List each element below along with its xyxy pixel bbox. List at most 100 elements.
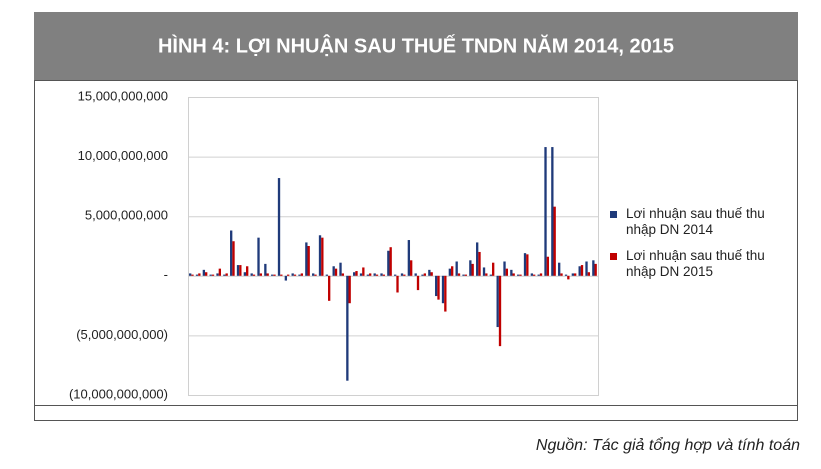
- bar: [218, 268, 222, 276]
- bar: [291, 273, 294, 276]
- bar: [250, 273, 253, 276]
- bar: [551, 147, 554, 276]
- y-tick-label: 10,000,000,000: [78, 148, 168, 163]
- bar: [348, 275, 351, 304]
- bar: [189, 273, 192, 276]
- bar: [546, 256, 550, 276]
- bar: [482, 267, 486, 276]
- bar: [485, 273, 488, 276]
- bar: [293, 274, 297, 276]
- bar: [403, 274, 406, 276]
- bar: [476, 242, 479, 276]
- bar: [277, 178, 281, 276]
- bar: [421, 274, 424, 276]
- bar: [375, 274, 379, 276]
- bar: [346, 275, 349, 381]
- y-tick-label: (5,000,000,000): [76, 327, 168, 342]
- bar: [492, 262, 495, 276]
- y-tick-label: (10,000,000,000): [69, 386, 168, 401]
- bar: [266, 273, 269, 276]
- bar: [243, 272, 247, 276]
- legend-swatch: [610, 253, 617, 260]
- bar: [252, 274, 256, 276]
- bar: [318, 235, 322, 276]
- bar: [205, 272, 208, 276]
- bar: [287, 274, 290, 276]
- bar: [198, 273, 201, 276]
- bar: [353, 272, 356, 276]
- bar: [257, 237, 260, 276]
- bar: [396, 275, 399, 293]
- bar: [462, 274, 465, 276]
- y-tick-label: -: [164, 267, 168, 282]
- bar: [230, 230, 233, 276]
- bar: [280, 274, 283, 276]
- bar: [407, 240, 411, 276]
- bar: [332, 266, 335, 276]
- bar: [533, 274, 536, 276]
- bar: [416, 275, 420, 291]
- bar: [394, 274, 397, 276]
- bar: [553, 206, 556, 276]
- bar: [444, 275, 447, 312]
- bar: [328, 275, 331, 301]
- bar: [321, 237, 324, 276]
- bar: [537, 274, 540, 276]
- bar: [526, 254, 529, 276]
- bar: [523, 253, 527, 276]
- bar: [305, 242, 308, 276]
- bar: [298, 274, 301, 276]
- bar: [223, 274, 226, 276]
- bar: [567, 275, 570, 280]
- bar: [564, 274, 568, 276]
- legend: Lơi nhuận sau thuế thu nhập DN 2014 Lơi n…: [610, 206, 790, 290]
- bar: [366, 274, 370, 276]
- bar: [339, 262, 342, 276]
- chart-title: HÌNH 4: LỢI NHUẬN SAU THUẾ TNDN NĂM 2014…: [158, 33, 674, 57]
- bar: [594, 263, 597, 276]
- bar: [448, 268, 452, 276]
- bar: [437, 275, 440, 300]
- bar: [496, 275, 499, 328]
- bar: [457, 273, 461, 276]
- bar: [451, 266, 454, 276]
- plot-area: [188, 97, 599, 396]
- bar: [202, 269, 206, 276]
- bar: [510, 269, 513, 276]
- bar: [571, 273, 575, 276]
- bar: [312, 273, 315, 276]
- bar: [211, 274, 215, 276]
- legend-item: Lơi nhuận sau thuế thu nhập DN 2014: [610, 206, 786, 238]
- bar: [369, 273, 372, 276]
- bar: [574, 273, 577, 276]
- bar: [471, 263, 474, 276]
- bar: [519, 274, 522, 276]
- bar: [359, 273, 363, 276]
- header-band: [34, 12, 798, 80]
- bar: [389, 247, 392, 276]
- bar: [195, 274, 199, 276]
- bar: [498, 275, 502, 347]
- bar: [341, 273, 345, 276]
- y-tick-label: 5,000,000,000: [85, 208, 168, 223]
- legend-label: Lơi nhuận sau thuế thu nhập DN 2015: [626, 248, 765, 279]
- bar: [441, 275, 445, 304]
- bar: [430, 272, 433, 276]
- bar: [300, 273, 304, 276]
- bar: [558, 262, 561, 276]
- bar: [560, 273, 563, 276]
- bar: [307, 246, 310, 276]
- bar: [264, 263, 267, 276]
- bar: [414, 273, 417, 276]
- chart-frame: [34, 80, 798, 421]
- bar: [387, 250, 390, 276]
- bar: [592, 260, 595, 276]
- bar: [503, 261, 506, 276]
- bar: [259, 273, 263, 276]
- bar: [539, 273, 543, 276]
- bar: [236, 265, 240, 276]
- bar: [469, 260, 472, 276]
- bar: [435, 275, 438, 297]
